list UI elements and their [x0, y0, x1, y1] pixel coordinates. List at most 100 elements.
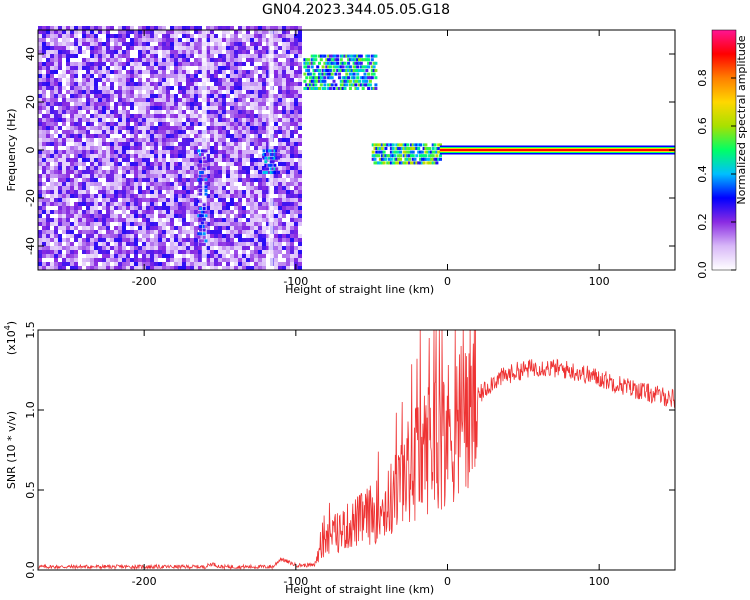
heatmap-cell [214, 130, 218, 134]
heatmap-cell [118, 74, 122, 78]
heatmap-cell [130, 222, 134, 226]
heatmap-cell [258, 266, 262, 270]
heatmap-cell [230, 82, 234, 86]
heatmap-cell [150, 258, 154, 262]
heatmap-cell [102, 138, 106, 142]
heatmap-cell [106, 106, 110, 110]
heatmap-cell [142, 62, 146, 66]
heatmap-cell [182, 30, 186, 34]
heatmap-cell [294, 106, 298, 110]
heatmap-cell [194, 106, 198, 110]
heatmap-cell [199, 178, 203, 182]
heatmap-cell [66, 78, 70, 82]
heatmap-cell [230, 66, 234, 70]
heatmap-cell [190, 94, 194, 98]
heatmap-cell [170, 186, 174, 190]
heatmap-cell [210, 218, 214, 222]
heatmap-cell [126, 54, 130, 58]
heatmap-cell [170, 26, 174, 30]
heatmap-cell [110, 62, 114, 66]
heatmap-cell [170, 182, 174, 186]
heatmap-cell [46, 26, 50, 30]
heatmap-cell [42, 130, 46, 134]
heatmap-cell [106, 210, 110, 214]
heatmap-cell [154, 126, 158, 130]
heatmap-cell [222, 186, 226, 190]
heatmap-cell [218, 86, 222, 90]
heatmap-cell [162, 134, 166, 138]
heatmap-cell [242, 238, 246, 242]
heatmap-cell [408, 157, 412, 161]
heatmap-cell [282, 162, 286, 166]
heatmap-cell [154, 162, 158, 166]
heatmap-cell [106, 130, 110, 134]
heatmap-cell [214, 174, 218, 178]
heatmap-cell [106, 178, 110, 182]
heatmap-cell [358, 58, 361, 62]
heatmap-cell [218, 170, 222, 174]
heatmap-cell [154, 206, 158, 210]
heatmap-cell [238, 66, 242, 70]
heatmap-cell [277, 149, 280, 153]
heatmap-cell [250, 154, 254, 158]
heatmap-cell [190, 34, 194, 38]
heatmap-cell [98, 94, 102, 98]
heatmap-cell [222, 242, 226, 246]
heatmap-cell [174, 178, 178, 182]
heatmap-cell [170, 174, 174, 178]
heatmap-cell [328, 83, 332, 87]
heatmap-cell [74, 210, 78, 214]
heatmap-cell [154, 150, 158, 154]
heatmap-cell [400, 161, 404, 165]
heatmap-cell [214, 210, 218, 214]
heatmap-cell [334, 54, 338, 58]
heatmap-cell [42, 250, 46, 254]
heatmap-cell [290, 210, 294, 214]
heatmap-cell [130, 186, 134, 190]
heatmap-cell [62, 214, 66, 218]
heatmap-cell [102, 114, 106, 118]
heatmap-cell [359, 54, 363, 58]
heatmap-cell [114, 130, 118, 134]
heatmap-cell [391, 161, 395, 165]
heatmap-cell [327, 58, 331, 62]
heatmap-cell [178, 134, 182, 138]
heatmap-cell [42, 198, 46, 202]
heatmap-cell [74, 82, 78, 86]
heatmap-cell [234, 134, 238, 138]
heatmap-cell [90, 42, 94, 46]
heatmap-cell [226, 134, 230, 138]
heatmap-cell [106, 206, 110, 210]
heatmap-cell [273, 149, 277, 153]
heatmap-cell [254, 214, 258, 218]
heatmap-cell [234, 74, 238, 78]
heatmap-cell [312, 87, 316, 90]
heatmap-cell [42, 254, 46, 258]
heatmap-cell [54, 26, 58, 30]
heatmap-cell [226, 78, 230, 82]
heatmap-cell [170, 114, 174, 118]
heatmap-cell [254, 250, 258, 254]
heatmap-cell [70, 150, 74, 154]
heatmap-cell [198, 26, 202, 30]
heatmap-cell [50, 38, 54, 42]
heatmap-cell [126, 194, 130, 198]
heatmap-cell [290, 162, 294, 166]
heatmap-cell [242, 170, 246, 174]
heatmap-cell [194, 226, 198, 230]
heatmap-cell [202, 225, 206, 228]
heatmap-cell [70, 190, 74, 194]
heatmap-cell [262, 178, 266, 182]
heatmap-cell [134, 130, 138, 134]
heatmap-cell [54, 150, 58, 154]
heatmap-cell [226, 266, 230, 270]
heatmap-cell [150, 66, 154, 70]
x-tick-label: -100 [283, 575, 308, 588]
heatmap-cell [94, 266, 98, 270]
heatmap-cell [114, 126, 118, 130]
heatmap-cell [336, 61, 340, 65]
heatmap-cell [98, 62, 102, 66]
heatmap-cell [262, 102, 266, 106]
heatmap-cell [66, 158, 70, 162]
